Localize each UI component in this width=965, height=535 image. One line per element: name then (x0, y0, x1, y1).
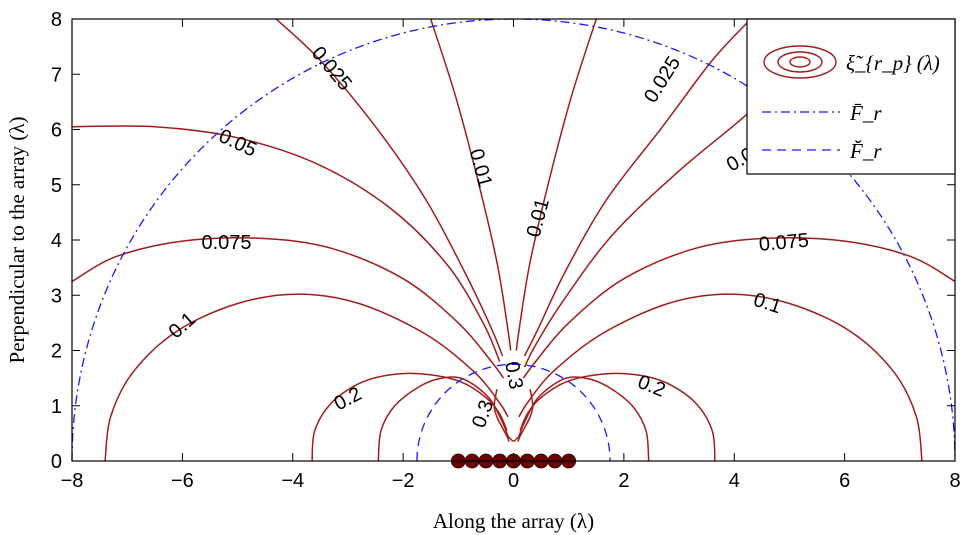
legend-contour-symbol-inner (789, 56, 811, 68)
legend-label-near: F̆_r (849, 139, 882, 163)
y-tick-label: 0 (51, 451, 62, 473)
contour-line-0_05-0 (71, 125, 501, 362)
contour-line-0_2-1 (515, 376, 650, 462)
contour-line-0_3-0 (493, 389, 510, 442)
contour-label-0_3-1: 0.3 (500, 360, 526, 391)
field-boundaries (71, 18, 956, 462)
contour-line-0_025-0 (275, 18, 504, 357)
x-axis-label: Along the array (λ) (433, 509, 594, 533)
contour-line-0_075-1 (522, 237, 956, 379)
legend-contour-symbol-mid (777, 51, 823, 73)
x-tick-label: 4 (729, 470, 740, 492)
x-tick-label: 0 (508, 470, 519, 492)
y-tick-label: 4 (51, 230, 62, 252)
y-tick-label: 3 (51, 285, 62, 307)
contour-line-0_1-0 (104, 293, 509, 462)
legend-label-far: F̄_r (849, 101, 882, 125)
contour-line-0_075-0 (71, 237, 505, 379)
legend-contour-symbol-outer (763, 45, 837, 79)
x-tick-label: 6 (839, 470, 850, 492)
y-axis-label: Perpendicular to the array (λ) (5, 117, 29, 364)
far-field-boundary (71, 18, 956, 462)
axes: −8 −6 −4 −2 0 2 4 6 8 0 1 2 3 4 5 6 7 8 (51, 9, 961, 492)
x-tick-label: −2 (392, 470, 415, 492)
contour-line-0_01-1 (515, 18, 598, 351)
x-tick-label: −8 (61, 470, 84, 492)
y-tick-label: 2 (51, 341, 62, 363)
contour-label-0_075-1: 0.075 (758, 230, 810, 256)
legend: ξ̃_{r_p} (λ) F̄_r F̆_r (746, 18, 956, 175)
contour-line-0_2-0 (377, 376, 512, 462)
x-tick-label: −6 (171, 470, 194, 492)
x-tick-label: 8 (949, 470, 960, 492)
contour-line-0_1-1 (518, 293, 923, 462)
y-tick-label: 6 (51, 120, 62, 142)
x-tick-label: 2 (618, 470, 629, 492)
contour-line-0_025-1 (523, 18, 752, 357)
contour-lines (71, 18, 956, 462)
near-field-boundary (416, 363, 611, 462)
y-tick-label: 7 (51, 64, 62, 86)
y-tick-label: 1 (51, 396, 62, 418)
contour-label-0_075-0: 0.075 (201, 232, 251, 254)
y-tick-label: 5 (51, 175, 62, 197)
contour-line-center (510, 438, 517, 442)
contour-line-0_3-1 (517, 389, 534, 442)
y-tick-label: 8 (51, 9, 62, 31)
contour-line-0_01-0 (429, 18, 512, 351)
x-tick-label: −4 (281, 470, 304, 492)
legend-box (746, 18, 956, 175)
legend-label-contour: ξ̃_{r_p} (λ) (846, 51, 940, 75)
